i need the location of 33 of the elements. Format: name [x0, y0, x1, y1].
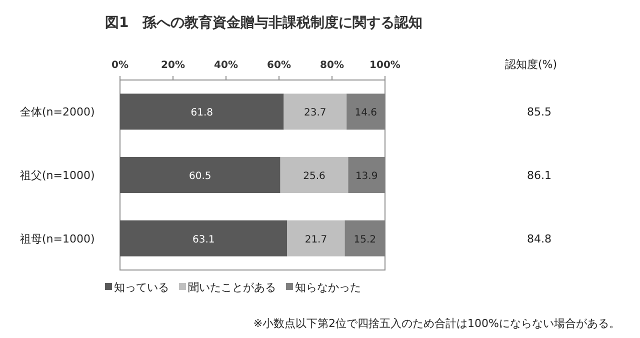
y-tick-label: 祖父(n=1000) [20, 169, 95, 182]
text: 認知度(%) [505, 58, 558, 71]
bar [280, 157, 348, 193]
data-label: 13.9 [355, 171, 378, 182]
x-tick-label: 0% [112, 60, 128, 71]
x-tick-label: 40% [214, 60, 238, 71]
legend-label: 聞いたことがある [188, 281, 276, 294]
x-tick-label: 80% [320, 60, 344, 71]
bar [120, 94, 284, 130]
data-label: 60.5 [189, 171, 212, 182]
y-tick-label: 全体(n=2000) [20, 106, 95, 119]
data-label: 21.7 [304, 234, 328, 246]
legend-label: 知っている [114, 281, 169, 294]
text: 86.1 [527, 169, 552, 182]
bar [287, 220, 345, 256]
data-label: 15.2 [354, 234, 376, 246]
bar [120, 220, 288, 256]
data-label: 25.6 [303, 171, 326, 182]
x-tick-label: 60% [267, 60, 291, 71]
x-tick-label: 100% [370, 60, 400, 71]
y-tick-label: 祖母(n=1000) [20, 232, 95, 246]
data-label: 23.7 [304, 108, 326, 119]
data-label: 63.1 [192, 234, 215, 246]
data-label: 61.8 [190, 108, 214, 119]
text: 85.5 [527, 106, 552, 119]
data-label: 14.6 [354, 108, 378, 119]
bar [284, 94, 347, 130]
bar [120, 157, 280, 193]
legend-label: 知らなかった [295, 281, 361, 294]
chart-title: 図1 孫への教育資金贈与非課税制度に関する認知 [105, 14, 423, 31]
text: ※小数点以下第2位で四捨五入のため合計は100%にならない場合がある。 [253, 317, 620, 330]
x-tick-label: 20% [161, 60, 185, 71]
text: 84.8 [527, 232, 552, 246]
